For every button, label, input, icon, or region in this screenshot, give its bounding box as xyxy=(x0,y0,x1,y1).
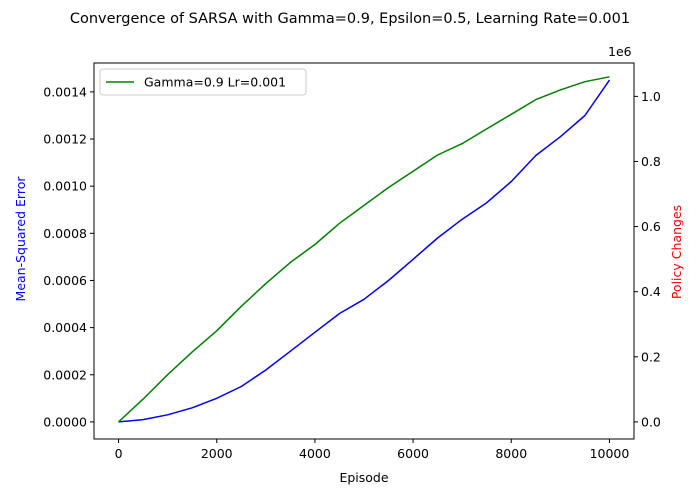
right-tick-label: 0.4 xyxy=(641,284,661,299)
series-line-policy-changes xyxy=(117,76,610,423)
left-tick-label: 0.0000 xyxy=(43,414,87,429)
x-tick-label: 10000 xyxy=(590,446,630,461)
x-axis-label: Episode xyxy=(339,470,388,485)
right-tick-label: 0.2 xyxy=(641,349,661,364)
x-tick-label: 8000 xyxy=(495,446,527,461)
legend: Gamma=0.9 Lr=0.001 xyxy=(99,68,307,96)
right-tick-label: 0.8 xyxy=(641,154,661,169)
plot-lines xyxy=(117,76,611,423)
series-line-mean-squared-error xyxy=(118,79,611,423)
left-tick-label: 0.0010 xyxy=(43,179,87,194)
right-axis-label: Policy Changes xyxy=(669,205,684,299)
left-tick-label: 0.0008 xyxy=(43,226,87,241)
right-tick-label: 0.0 xyxy=(641,414,661,429)
x-tick-label: 6000 xyxy=(397,446,429,461)
x-axis-ticks: 0 2000 4000 6000 8000 10000 xyxy=(115,439,630,461)
left-axis-label: Mean-Squared Error xyxy=(13,176,28,302)
x-tick-label: 0 xyxy=(115,446,123,461)
x-tick-label: 2000 xyxy=(201,446,233,461)
left-tick-label: 0.0014 xyxy=(43,84,87,99)
x-tick-label: 4000 xyxy=(299,446,331,461)
legend-box xyxy=(99,68,307,96)
left-tick-label: 0.0002 xyxy=(43,367,87,382)
legend-label-gamma-lr: Gamma=0.9 Lr=0.001 xyxy=(144,75,286,90)
chart-title: Convergence of SARSA with Gamma=0.9, Eps… xyxy=(70,11,630,27)
right-tick-label: 0.6 xyxy=(641,219,661,234)
plot-frame xyxy=(93,62,635,440)
left-axis-ticks: 0.0000 0.0002 0.0004 0.0006 0.0008 0.0010 0.00… xyxy=(43,84,94,429)
right-tick-label: 1.0 xyxy=(641,89,661,104)
right-axis-multiplier: 1e6 xyxy=(608,44,632,59)
left-tick-label: 0.0004 xyxy=(43,320,87,335)
left-tick-label: 0.0012 xyxy=(43,132,87,147)
right-axis-ticks: 0.0 0.2 0.4 0.6 0.8 1.0 xyxy=(634,89,661,429)
left-tick-label: 0.0006 xyxy=(43,273,87,288)
